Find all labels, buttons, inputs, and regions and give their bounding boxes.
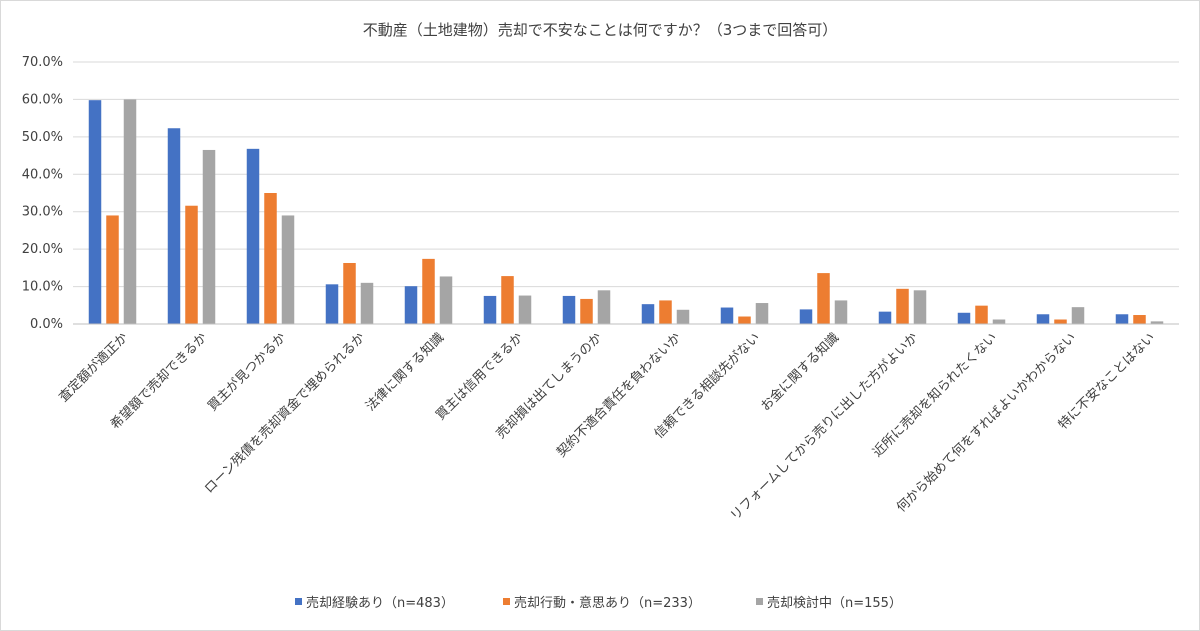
y-tick-label: 60.0%: [22, 92, 63, 107]
bar-2-8: [659, 300, 672, 324]
bar-3-2: [202, 149, 216, 324]
chart-title: 不動産（土地建物）売却で不安なことは何ですか？（3つまで回答可）: [363, 21, 838, 39]
bar-1-2: [167, 128, 181, 324]
category-label: 近所に売却を知られたくない: [870, 330, 1001, 461]
bar-2-5: [422, 258, 435, 324]
legend-swatch-1: [295, 598, 302, 605]
category-label: ローン残債を売却資金で埋められるか: [201, 330, 368, 497]
bar-1-6: [483, 295, 497, 324]
bar-2-1: [106, 215, 119, 324]
y-tick-label: 50.0%: [22, 130, 63, 145]
bar-2-13: [1054, 319, 1067, 324]
bar-3-10: [834, 300, 848, 324]
y-tick-label: 20.0%: [22, 242, 63, 257]
category-label: 法律に関する知識: [362, 330, 447, 415]
legend: 売却経験あり（n=483） 売却行動・意思あり（n=233） 売却検討中（n=155…: [295, 595, 902, 611]
category-label: 査定額が適正か: [56, 330, 132, 406]
bar-2-12: [975, 305, 988, 324]
bar-2-10: [817, 273, 830, 324]
bars: [88, 99, 1164, 324]
bar-1-8: [641, 304, 655, 324]
y-tick-label: 30.0%: [22, 205, 63, 220]
gridlines: [73, 61, 1179, 288]
bar-3-4: [360, 282, 374, 324]
y-tick-label: 10.0%: [22, 280, 63, 295]
bar-1-4: [325, 284, 339, 324]
y-tick-label: 0.0%: [30, 317, 63, 332]
bar-3-13: [1071, 307, 1085, 324]
bar-3-7: [597, 290, 611, 324]
bar-3-1: [123, 99, 137, 324]
bar-1-3: [246, 148, 260, 324]
bar-1-12: [957, 312, 971, 324]
bar-1-14: [1115, 314, 1129, 324]
legend-label-1: 売却経験あり（n=483）: [306, 595, 454, 611]
y-tick-label: 70.0%: [22, 55, 63, 70]
y-axis-ticks: 0.0% 10.0% 20.0% 30.0% 40.0% 50.0% 60.0% 70.0%: [22, 55, 63, 332]
legend-swatch-2: [503, 598, 510, 605]
bar-2-9: [738, 316, 751, 324]
category-label: お金に関する知識: [757, 330, 842, 415]
category-label: 買主は信用できるか: [433, 330, 526, 423]
bar-2-6: [501, 276, 514, 324]
legend-label-3: 売却検討中（n=155）: [767, 595, 902, 611]
bar-2-11: [896, 288, 909, 324]
bar-2-7: [580, 298, 593, 324]
bar-1-5: [404, 286, 418, 324]
bar-3-8: [676, 309, 690, 324]
bar-2-2: [185, 205, 198, 324]
bar-3-14: [1150, 321, 1164, 324]
bar-3-11: [913, 290, 927, 324]
legend-label-2: 売却行動・意思あり（n=233）: [514, 595, 701, 611]
bar-2-4: [343, 262, 356, 324]
category-label: 買主が見つかるか: [205, 330, 289, 414]
bar-3-12: [992, 319, 1006, 324]
bar-1-13: [1036, 314, 1050, 324]
bar-3-3: [281, 215, 295, 324]
x-axis-labels: 査定額が適正か希望額で売却できるか買主が見つかるかローン残債を売却資金で埋められ…: [56, 330, 1159, 524]
bar-1-7: [562, 295, 576, 324]
y-tick-label: 40.0%: [22, 167, 63, 182]
bar-3-5: [439, 276, 453, 324]
bar-3-9: [755, 303, 769, 324]
bar-1-10: [799, 309, 813, 324]
legend-swatch-3: [756, 598, 763, 605]
category-label: 契約不適合責任を負わないか: [554, 330, 685, 461]
bar-1-1: [88, 100, 102, 324]
bar-3-6: [518, 295, 532, 324]
bar-1-11: [878, 311, 892, 324]
bar-1-9: [720, 307, 734, 324]
category-label: 何から始めて何をすればよいかわからない: [893, 330, 1079, 516]
bar-2-14: [1133, 315, 1146, 324]
bar-2-3: [264, 193, 277, 324]
